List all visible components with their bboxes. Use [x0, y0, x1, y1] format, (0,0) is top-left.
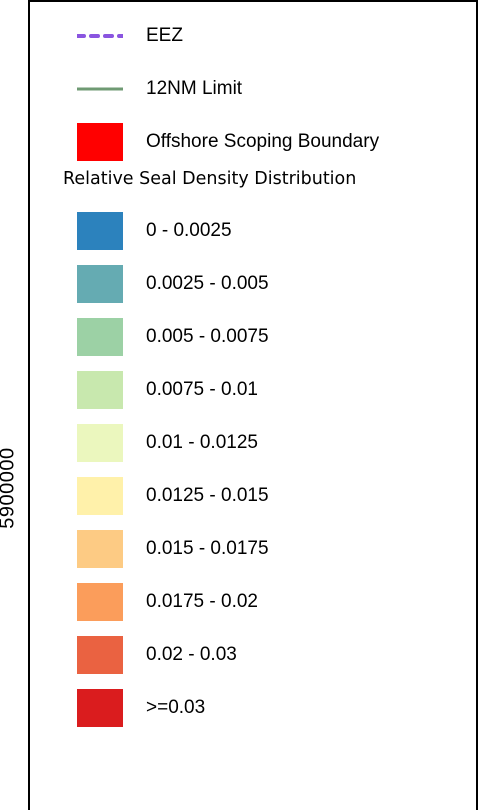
density-swatch [77, 371, 123, 409]
density-legend-title: Relative Seal Density Distribution [63, 169, 357, 189]
density-class-label: 0.015 - 0.0175 [146, 538, 269, 559]
density-swatch [77, 424, 123, 462]
legend-item-density-class: 0.015 - 0.0175 [77, 530, 269, 568]
legend-item-density-class: 0.02 - 0.03 [77, 636, 237, 674]
density-class-label: 0.0125 - 0.015 [146, 485, 269, 506]
legend-item-density-class: 0.005 - 0.0075 [77, 318, 269, 356]
density-class-label: 0 - 0.0025 [146, 220, 232, 241]
12nm-limit-line-symbol [77, 70, 123, 108]
y-axis-tick-label: 5900000 [0, 447, 19, 529]
density-class-label: 0.0025 - 0.005 [146, 273, 269, 294]
offshore-boundary-label: Offshore Scoping Boundary [146, 131, 380, 152]
density-swatch [77, 212, 123, 250]
density-swatch [77, 265, 123, 303]
legend-item-offshore-scoping-boundary: Offshore Scoping Boundary [77, 123, 379, 161]
density-class-label: 0.01 - 0.0125 [146, 432, 258, 453]
eez-label: EEZ [146, 25, 183, 46]
density-swatch [77, 318, 123, 356]
density-swatch [77, 583, 123, 621]
12nm-limit-label: 12NM Limit [146, 78, 243, 99]
density-class-label: 0.02 - 0.03 [146, 644, 237, 665]
legend-item-density-class: 0 - 0.0025 [77, 212, 232, 250]
density-class-label: >=0.03 [146, 697, 206, 718]
density-class-label: 0.0075 - 0.01 [146, 379, 258, 400]
eez-line-symbol [77, 17, 123, 55]
legend-item-density-class: 0.0125 - 0.015 [77, 477, 269, 515]
offshore-boundary-swatch [77, 123, 123, 161]
legend-item-density-class: 0.0175 - 0.02 [77, 583, 258, 621]
density-class-label: 0.005 - 0.0075 [146, 326, 269, 347]
density-swatch [77, 689, 123, 727]
legend-item-density-class: >=0.03 [77, 689, 205, 727]
legend-item-density-class: 0.0075 - 0.01 [77, 371, 258, 409]
density-class-label: 0.0175 - 0.02 [146, 591, 258, 612]
legend-item-eez: EEZ [77, 17, 183, 55]
legend-item-density-class: 0.01 - 0.0125 [77, 424, 258, 462]
density-swatch [77, 636, 123, 674]
legend-item-density-class: 0.0025 - 0.005 [77, 265, 269, 303]
legend-item-12nm-limit: 12NM Limit [77, 70, 242, 108]
density-swatch [77, 530, 123, 568]
density-swatch [77, 477, 123, 515]
map-frame [28, 0, 478, 810]
